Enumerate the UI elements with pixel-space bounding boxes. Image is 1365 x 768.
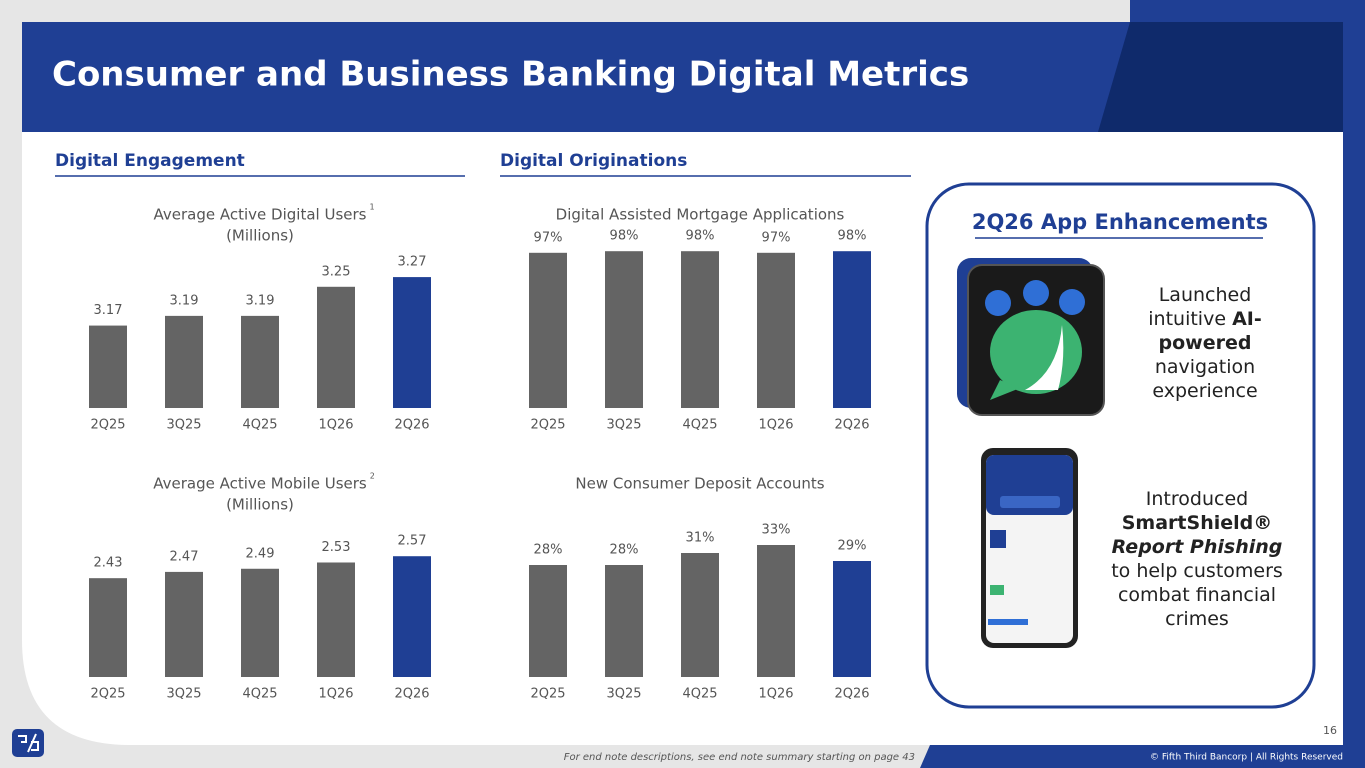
bar (605, 251, 643, 408)
page-number: 16 (1323, 724, 1337, 737)
x-tick-label: 1Q26 (318, 418, 353, 433)
enhancement-text: Launched intuitive AI-powered navigation… (1120, 283, 1290, 403)
value-label: 3.27 (398, 255, 427, 270)
x-tick-label: 4Q25 (682, 418, 717, 433)
bar (529, 565, 567, 677)
bar (833, 251, 871, 408)
value-label: 28% (610, 543, 639, 558)
title-note: 1 (369, 203, 374, 212)
value-label: 2.43 (94, 556, 123, 571)
x-tick-label: 4Q25 (242, 418, 277, 433)
x-tick-label: 2Q26 (394, 418, 429, 433)
text: to help customers combat financial crime… (1111, 560, 1283, 630)
text: navigation experience (1152, 356, 1258, 402)
value-label: 28% (534, 543, 563, 558)
enhancement-text: Introduced SmartShield® Report Phishing t… (1100, 487, 1294, 631)
section-heading: Digital Originations (500, 151, 687, 171)
copyright: © Fifth Third Bancorp | All Rights Reser… (1150, 753, 1343, 763)
value-label: 2.47 (170, 549, 199, 564)
chart-title: Digital Assisted Mortgage Applications (556, 206, 845, 224)
x-tick-label: 1Q26 (318, 687, 353, 702)
chart-subtitle: (Millions) (226, 496, 294, 514)
app-icon (957, 258, 1105, 416)
footnote: For end note descriptions, see end note … (564, 752, 915, 763)
x-tick-label: 3Q25 (166, 418, 201, 433)
x-tick-label: 2Q25 (530, 687, 565, 702)
logo (12, 729, 44, 757)
title-note: 2 (370, 472, 375, 481)
header-accent (1098, 22, 1343, 132)
x-tick-label: 4Q25 (242, 687, 277, 702)
bar (681, 251, 719, 408)
bar (393, 556, 431, 677)
x-tick-label: 2Q26 (394, 687, 429, 702)
value-label: 98% (686, 229, 715, 244)
bar (89, 325, 127, 408)
text: Introduced (1145, 488, 1249, 510)
value-label: 29% (838, 539, 867, 554)
x-tick-label: 2Q26 (834, 418, 869, 433)
chart-title: New Consumer Deposit Accounts (575, 475, 824, 493)
phone-image (981, 448, 1078, 648)
x-tick-label: 3Q25 (606, 418, 641, 433)
x-tick-label: 1Q26 (758, 687, 793, 702)
bar (605, 565, 643, 677)
x-tick-label: 2Q25 (90, 418, 125, 433)
chart-title: Average Active Digital Users (154, 206, 367, 224)
bar (241, 315, 279, 408)
value-label: 3.25 (322, 264, 351, 279)
value-label: 3.17 (94, 303, 123, 318)
bar (317, 286, 355, 408)
bar (393, 277, 431, 408)
panel-title: 2Q26 App Enhancements (972, 210, 1268, 234)
bar (833, 561, 871, 677)
value-label: 3.19 (170, 293, 199, 308)
bar (317, 562, 355, 677)
bar (165, 571, 203, 677)
value-label: 97% (762, 230, 791, 245)
value-label: 33% (762, 523, 791, 538)
page-title: Consumer and Business Banking Digital Me… (52, 55, 969, 95)
x-tick-label: 3Q25 (166, 687, 201, 702)
value-label: 97% (534, 230, 563, 245)
bar (89, 578, 127, 677)
x-tick-label: 4Q25 (682, 687, 717, 702)
value-label: 2.53 (322, 540, 351, 555)
bar (165, 315, 203, 408)
text: Report Phishing (1111, 536, 1283, 558)
chart-title: Average Active Mobile Users (153, 475, 367, 493)
text: Launched intuitive (1148, 284, 1252, 330)
value-label: 2.49 (246, 546, 275, 561)
text: SmartShield® (1121, 512, 1273, 534)
bar (241, 568, 279, 677)
x-tick-label: 2Q26 (834, 687, 869, 702)
text: AI-powered (1158, 308, 1262, 354)
section-heading: Digital Engagement (55, 151, 245, 171)
bar (757, 545, 795, 677)
value-label: 3.19 (246, 293, 275, 308)
x-tick-label: 3Q25 (606, 687, 641, 702)
value-label: 98% (610, 229, 639, 244)
value-label: 31% (686, 531, 715, 546)
bar (757, 252, 795, 408)
bar (529, 252, 567, 408)
value-label: 2.57 (398, 534, 427, 549)
x-tick-label: 2Q25 (530, 418, 565, 433)
bar (681, 553, 719, 677)
x-tick-label: 2Q25 (90, 687, 125, 702)
footer-band (920, 745, 1365, 768)
value-label: 98% (838, 229, 867, 244)
chart-subtitle: (Millions) (226, 227, 294, 245)
x-tick-label: 1Q26 (758, 418, 793, 433)
